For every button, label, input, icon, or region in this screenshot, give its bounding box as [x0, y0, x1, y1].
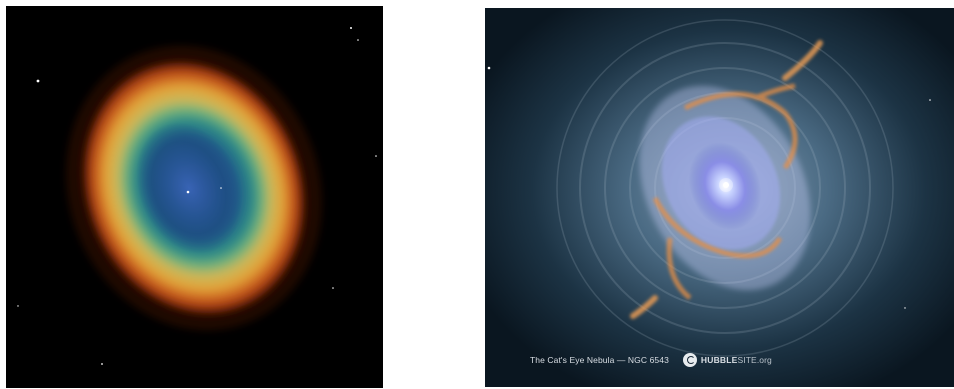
brand-light: SITE.org	[737, 355, 772, 365]
hubblesite-logo: HUBBLESITE.org	[682, 353, 772, 367]
caption-title: The Cat's Eye Nebula — NGC 6543	[530, 355, 669, 365]
cats-eye-nebula-image: The Cat's Eye Nebula — NGC 6543 HUBBLESI…	[485, 8, 954, 387]
cats-eye-nebula-graphic	[485, 8, 954, 387]
hubblesite-logo-icon	[682, 353, 697, 367]
image-caption: The Cat's Eye Nebula — NGC 6543 HUBBLESI…	[530, 353, 772, 367]
ring-nebula-image	[6, 6, 383, 388]
ring-nebula-graphic	[6, 6, 383, 388]
brand-strong: HUBBLE	[700, 355, 738, 365]
